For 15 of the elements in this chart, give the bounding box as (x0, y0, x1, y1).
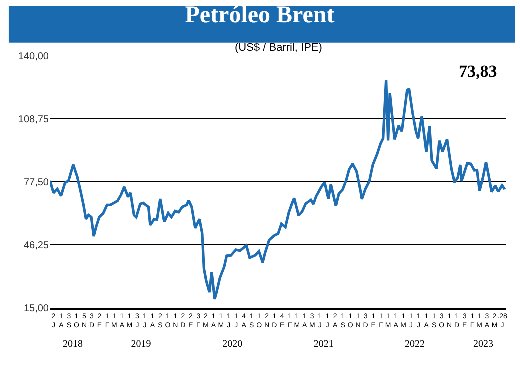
x2-tick-label: 2023 (474, 338, 494, 350)
annotation: 73,83 (459, 62, 498, 81)
x2-tick-label: 2018 (62, 338, 83, 350)
y-tick-label: 15,00 (24, 303, 50, 314)
x2-tick-label: 2022 (405, 338, 426, 350)
chart-subtitle: (US$ / Barril, IPE) (235, 42, 322, 54)
x2-tick-label: 2020 (222, 338, 243, 350)
y-tick-label: 140,00 (18, 52, 50, 62)
y-tick-label: 77,50 (24, 177, 50, 188)
x2-tick-label: 2021 (314, 338, 334, 350)
x2-tick-label: 2019 (131, 338, 152, 350)
chart-title: Petróleo Brent (185, 2, 335, 28)
line-series (50, 78, 506, 301)
y-tick-label: 46,25 (24, 240, 50, 252)
y-tick-label: 108,75 (18, 114, 50, 126)
